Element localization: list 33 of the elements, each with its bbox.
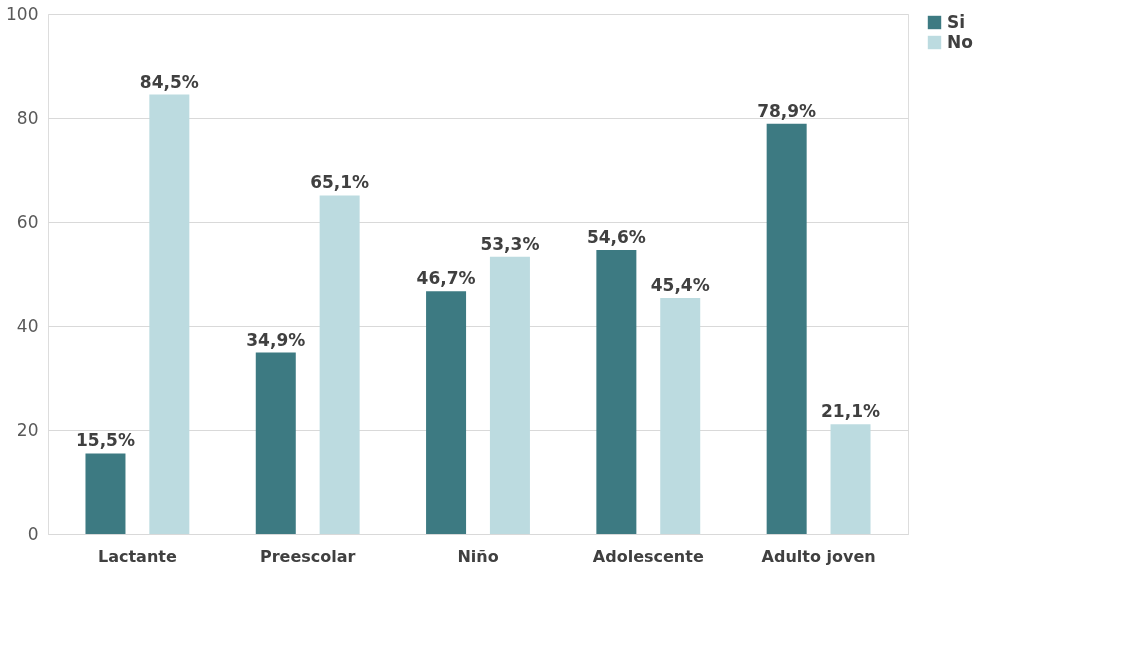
data-label: 46,7%	[416, 268, 476, 289]
data-label: 34,9%	[246, 329, 306, 350]
data-label: 15,5%	[75, 430, 135, 451]
data-label: 84,5%	[139, 71, 199, 92]
bar	[426, 291, 467, 534]
x-tick-label: Preescolar	[259, 546, 356, 566]
x-tick-label: Niño	[457, 546, 499, 566]
y-tick-label: 0	[27, 523, 39, 544]
x-tick-label: Adulto joven	[761, 546, 876, 566]
data-label: 78,9%	[757, 100, 817, 121]
y-tick-label: 40	[16, 315, 39, 336]
legend-label: No	[947, 31, 973, 52]
bar	[319, 195, 360, 534]
data-label: 54,6%	[586, 227, 646, 248]
bar	[255, 352, 296, 534]
bar	[85, 453, 126, 534]
y-tick-label: 100	[6, 3, 39, 24]
x-tick-label: Lactante	[98, 546, 177, 566]
bar	[766, 123, 807, 534]
y-tick-label: 20	[16, 419, 39, 440]
data-label: 45,4%	[650, 274, 710, 295]
x-tick-label: Adolescente	[592, 546, 704, 566]
data-label: 21,1%	[821, 401, 881, 422]
bar	[489, 256, 530, 534]
y-tick-label: 80	[16, 107, 39, 128]
bar	[660, 297, 701, 534]
bar	[149, 94, 190, 534]
bar	[830, 424, 871, 534]
legend-label: Si	[947, 11, 966, 32]
data-label: 53,3%	[480, 233, 540, 254]
data-label: 65,1%	[310, 172, 370, 193]
y-tick-label: 60	[16, 211, 39, 232]
bar	[596, 250, 637, 534]
